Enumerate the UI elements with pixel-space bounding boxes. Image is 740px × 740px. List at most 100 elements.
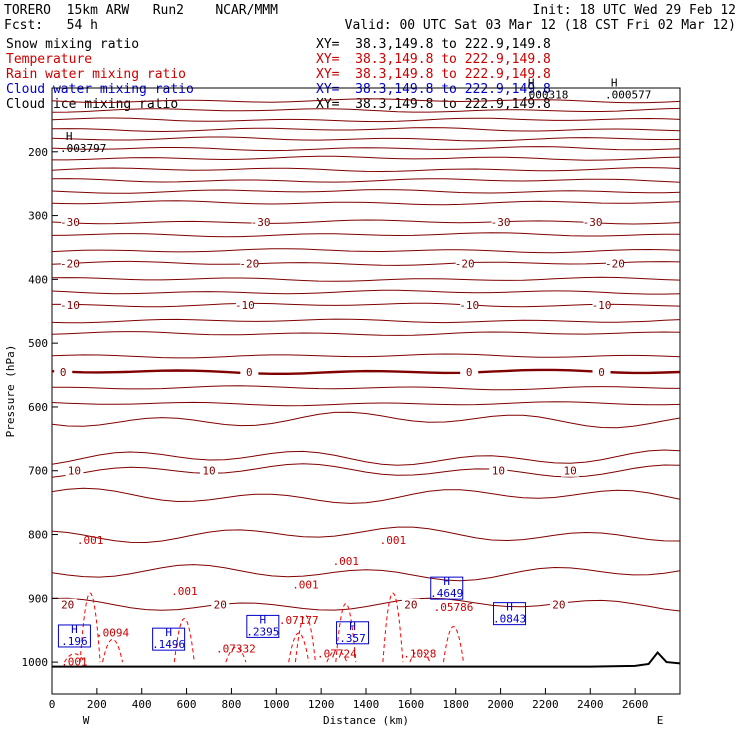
cloud-water-contour	[493, 602, 527, 626]
rain-value: .05786	[434, 601, 474, 614]
temperature-contour	[51, 117, 681, 123]
temperature-contour	[51, 219, 681, 225]
x-tick-label: 400	[132, 698, 152, 711]
y-tick-label: 700	[28, 465, 48, 478]
x-tick-label: 2200	[532, 698, 559, 711]
rain-contour	[173, 618, 195, 663]
rain-contour	[442, 626, 464, 663]
legend-label: Snow mixing ratio	[6, 37, 140, 52]
contour-label-bg	[58, 598, 77, 611]
x-tick-label: 200	[87, 698, 107, 711]
rain-value: .1028	[403, 648, 436, 661]
cloud-water-max-marker: H	[443, 575, 450, 588]
temperature-contour	[51, 136, 681, 142]
temperature-label: 0	[598, 366, 605, 379]
temperature-contour	[51, 260, 681, 266]
x-tick-label: 2600	[622, 698, 649, 711]
temperature-contour	[51, 331, 681, 336]
rain-value: .001	[292, 579, 319, 592]
rain-contour	[409, 649, 431, 663]
rain-value: .07724	[317, 648, 357, 661]
rain-value: .001	[333, 555, 360, 568]
snow-value: .003797	[60, 142, 106, 155]
valid-time: Valid: 00 UTC Sat 03 Mar 12 (18 CST Fri …	[344, 18, 736, 33]
temperature-label: -20	[605, 257, 625, 270]
y-tick-label: 1000	[22, 656, 49, 669]
temperature-label: 10	[202, 465, 215, 478]
rain-value: .001	[380, 534, 407, 547]
rain-value: .0094	[96, 627, 129, 640]
cloud-water-max-marker: H	[506, 601, 513, 614]
y-axis-title: Pressure (hPa)	[4, 345, 17, 438]
cloud-water-value: .357	[339, 632, 366, 645]
cloud-water-value: .196	[61, 635, 88, 648]
contour-label-bg	[240, 365, 259, 378]
temperature-contour	[51, 189, 681, 194]
contour-label-bg	[583, 215, 602, 228]
contour-label-bg	[65, 464, 84, 477]
temperature-contour	[52, 385, 681, 391]
temperature-contour	[51, 401, 681, 407]
cloud-water-max-marker: H	[71, 623, 78, 636]
contour-label-bg	[561, 464, 580, 477]
temperature-label: -10	[592, 299, 612, 312]
legend-label: Rain water mixing ratio	[6, 67, 187, 82]
temperature-label: 10	[68, 465, 81, 478]
terrain-line	[52, 650, 681, 668]
temperature-contour	[51, 98, 681, 104]
contour-label-bg	[401, 598, 420, 611]
y-tick-label: 800	[28, 529, 48, 542]
cloud-water-contour	[246, 614, 280, 638]
temperature-label: -10	[459, 299, 479, 312]
east-end-label: E	[657, 714, 664, 727]
temperature-label: 10	[563, 465, 576, 478]
y-tick-label: 900	[28, 592, 48, 605]
temperature-contour	[51, 526, 681, 544]
model-title: TORERO 15km ARW Run2 NCAR/MMM	[4, 3, 278, 18]
cloud-water-contour	[57, 624, 91, 648]
init-time: Init: 18 UTC Wed 29 Feb 12	[532, 3, 737, 18]
contour-label-bg	[211, 598, 230, 611]
x-axis-title: Distance (km)	[323, 714, 409, 727]
temperature-label: -30	[251, 216, 271, 229]
cloud-water-value: .1496	[152, 638, 185, 651]
temperature-contour	[51, 449, 681, 466]
temperature-contour	[51, 232, 680, 238]
temperature-label: 20	[61, 599, 74, 612]
contour-label-bg	[592, 298, 611, 311]
temperature-contour	[51, 353, 681, 359]
contour-label-bg	[460, 365, 479, 378]
x-tick-label: 2400	[577, 698, 604, 711]
temperature-contour	[51, 276, 681, 282]
snow-max-marker: H	[528, 76, 535, 89]
contour-label-bg	[235, 298, 254, 311]
temperature-label: 0	[246, 366, 253, 379]
west-end-label: W	[83, 714, 90, 727]
temperature-label: -10	[60, 299, 80, 312]
contour-label-bg	[240, 257, 259, 270]
y-tick-label: 500	[28, 337, 48, 350]
temperature-label: -20	[455, 257, 475, 270]
contour-label-bg	[605, 257, 624, 270]
temperature-contour	[51, 200, 681, 206]
y-tick-label: 400	[28, 273, 48, 286]
y-tick-label: 200	[28, 146, 48, 159]
rain-value: .07177	[279, 614, 319, 627]
rain-contour	[63, 653, 85, 663]
temperature-label: -30	[491, 216, 511, 229]
cloud-water-contour	[336, 621, 370, 645]
contour-label-bg	[60, 215, 79, 228]
temperature-label: 0	[466, 366, 473, 379]
contour-label-bg	[60, 298, 79, 311]
temperature-contour	[51, 107, 681, 113]
temperature-contour	[51, 289, 681, 295]
temperature-label: 20	[404, 599, 417, 612]
contour-label-bg	[460, 298, 479, 311]
cloud-water-contour	[152, 627, 186, 651]
cloud-water-value: .4649	[430, 587, 463, 600]
contour-layer: -30 -30 -30 -30 -20 -20 -20 -20 -10 -10 -10 -10 0 0 0 0…	[51, 76, 681, 668]
contour-label-bg	[592, 365, 611, 378]
temperature-contour	[51, 564, 681, 582]
snow-max-marker: H	[611, 76, 618, 89]
